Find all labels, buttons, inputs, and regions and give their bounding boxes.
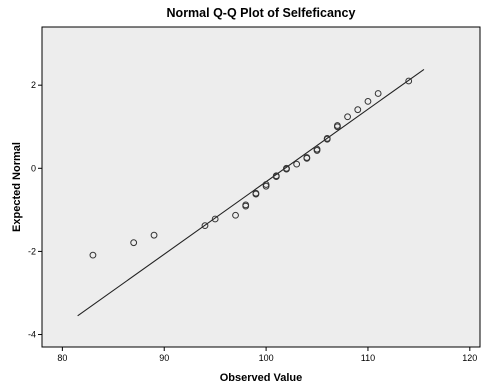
y-axis-title: Expected Normal — [11, 142, 23, 232]
data-point — [303, 154, 311, 161]
data-point — [150, 231, 158, 239]
x-tick-label: 110 — [361, 353, 375, 363]
x-axis-title: Observed Value — [220, 372, 303, 383]
x-tick-label: 100 — [259, 353, 274, 363]
reference-line — [77, 68, 425, 317]
y-tick-label: 0 — [31, 163, 36, 173]
data-point — [272, 172, 280, 180]
data-point — [242, 201, 250, 209]
data-point — [232, 211, 239, 219]
data-point — [262, 181, 270, 188]
points-layer — [89, 77, 413, 259]
y-axis: -4 -2 0 2 — [28, 80, 42, 340]
chart-title: Normal Q-Q Plot of Selfeficancy — [167, 6, 356, 20]
data-point — [354, 106, 362, 114]
y-tick-label: -4 — [28, 330, 36, 340]
x-axis: 80 90 100 110 120 — [57, 347, 477, 363]
x-tick-label: 80 — [57, 353, 67, 363]
data-point — [344, 113, 351, 121]
x-tick-label: 90 — [159, 353, 169, 363]
plot-area — [41, 26, 481, 348]
data-point — [333, 122, 341, 129]
data-point — [405, 77, 413, 85]
x-tick-label: 120 — [462, 353, 477, 363]
data-point — [130, 239, 138, 247]
data-point — [313, 145, 321, 153]
data-point — [293, 160, 301, 168]
data-point — [89, 251, 97, 259]
data-point — [201, 222, 209, 230]
data-point — [252, 189, 260, 197]
data-point — [283, 164, 290, 172]
data-point — [364, 97, 372, 105]
data-point — [374, 90, 382, 97]
y-tick-label: -2 — [28, 246, 36, 256]
data-point — [211, 215, 219, 223]
data-point — [323, 134, 331, 142]
y-tick-label: 2 — [31, 80, 36, 90]
